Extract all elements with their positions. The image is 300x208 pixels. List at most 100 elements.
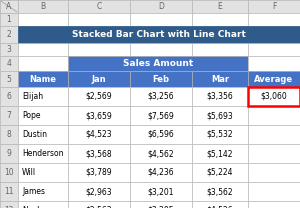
Bar	[192, 201, 248, 208]
Text: $2,563: $2,563	[86, 206, 112, 208]
Bar	[192, 43, 248, 56]
Bar	[18, 56, 68, 71]
Text: $4,562: $4,562	[148, 149, 174, 158]
Text: A: A	[6, 2, 12, 11]
Bar	[18, 26, 300, 43]
Bar	[130, 43, 192, 56]
Bar	[18, 163, 68, 182]
Bar	[248, 144, 300, 163]
Text: $3,201: $3,201	[148, 187, 174, 196]
Text: $5,224: $5,224	[207, 168, 233, 177]
Bar	[192, 163, 248, 182]
Bar	[0, 106, 18, 125]
Text: $5,142: $5,142	[207, 149, 233, 158]
Bar	[248, 125, 300, 144]
Bar	[248, 43, 300, 56]
Bar	[130, 0, 192, 13]
Text: $3,205: $3,205	[148, 206, 174, 208]
Bar	[130, 71, 192, 87]
Text: B: B	[40, 2, 46, 11]
Bar	[248, 106, 300, 125]
Text: Pope: Pope	[22, 111, 40, 120]
Bar	[192, 71, 248, 87]
Text: 9: 9	[7, 149, 11, 158]
Bar	[0, 163, 18, 182]
Bar	[18, 144, 68, 163]
Text: Dustin: Dustin	[22, 130, 47, 139]
Bar	[248, 163, 300, 182]
Text: 6: 6	[7, 92, 11, 101]
Bar	[18, 106, 68, 125]
Bar	[192, 13, 248, 26]
Bar	[192, 106, 248, 125]
Bar	[248, 56, 300, 71]
Text: $5,532: $5,532	[207, 130, 233, 139]
Bar	[0, 201, 18, 208]
Text: F: F	[272, 2, 276, 11]
Text: 1: 1	[7, 15, 11, 24]
Bar	[248, 71, 300, 87]
Text: 11: 11	[4, 187, 14, 196]
Bar	[130, 87, 192, 106]
Bar	[18, 71, 68, 87]
Bar	[192, 182, 248, 201]
Bar	[0, 71, 18, 87]
Bar	[68, 13, 130, 26]
Text: 7: 7	[7, 111, 11, 120]
Bar	[68, 71, 130, 87]
Bar	[248, 0, 300, 13]
Bar	[68, 56, 248, 71]
Text: $2,569: $2,569	[86, 92, 112, 101]
Text: Elijah: Elijah	[22, 92, 43, 101]
Bar	[192, 144, 248, 163]
Bar	[0, 43, 18, 56]
Text: 10: 10	[4, 168, 14, 177]
Bar	[192, 87, 248, 106]
Bar	[68, 144, 130, 163]
Text: Mar: Mar	[211, 74, 229, 83]
Text: $3,256: $3,256	[148, 92, 174, 101]
Text: D: D	[158, 2, 164, 11]
Text: Sales Amount: Sales Amount	[123, 59, 193, 68]
Bar	[68, 0, 130, 13]
Bar	[192, 125, 248, 144]
Bar	[68, 106, 130, 125]
Text: Noah: Noah	[22, 206, 42, 208]
Text: $2,963: $2,963	[86, 187, 112, 196]
Text: 2: 2	[7, 30, 11, 39]
Text: 12: 12	[4, 206, 14, 208]
Text: Feb: Feb	[152, 74, 170, 83]
Bar	[192, 0, 248, 13]
Bar	[18, 125, 68, 144]
Text: 3: 3	[7, 45, 11, 54]
Bar	[130, 182, 192, 201]
Bar	[68, 43, 130, 56]
Bar	[248, 182, 300, 201]
Bar	[248, 13, 300, 26]
Bar	[130, 201, 192, 208]
Text: E: E	[218, 2, 222, 11]
Bar	[68, 87, 130, 106]
Text: 5: 5	[7, 74, 11, 83]
Bar	[0, 0, 18, 13]
Bar	[0, 125, 18, 144]
Text: $4,526: $4,526	[207, 206, 233, 208]
Text: $6,596: $6,596	[148, 130, 174, 139]
Bar	[0, 144, 18, 163]
Bar	[68, 163, 130, 182]
Text: $3,789: $3,789	[86, 168, 112, 177]
Text: $5,693: $5,693	[207, 111, 233, 120]
Text: $7,569: $7,569	[148, 111, 174, 120]
Bar	[0, 56, 18, 71]
Text: James: James	[22, 187, 45, 196]
Bar	[68, 201, 130, 208]
Bar	[18, 87, 68, 106]
Bar	[0, 26, 18, 43]
Text: Henderson: Henderson	[22, 149, 64, 158]
Text: Jan: Jan	[92, 74, 106, 83]
Bar	[130, 13, 192, 26]
Bar	[68, 182, 130, 201]
Text: $4,523: $4,523	[86, 130, 112, 139]
Bar	[0, 13, 18, 26]
Bar	[18, 0, 68, 13]
